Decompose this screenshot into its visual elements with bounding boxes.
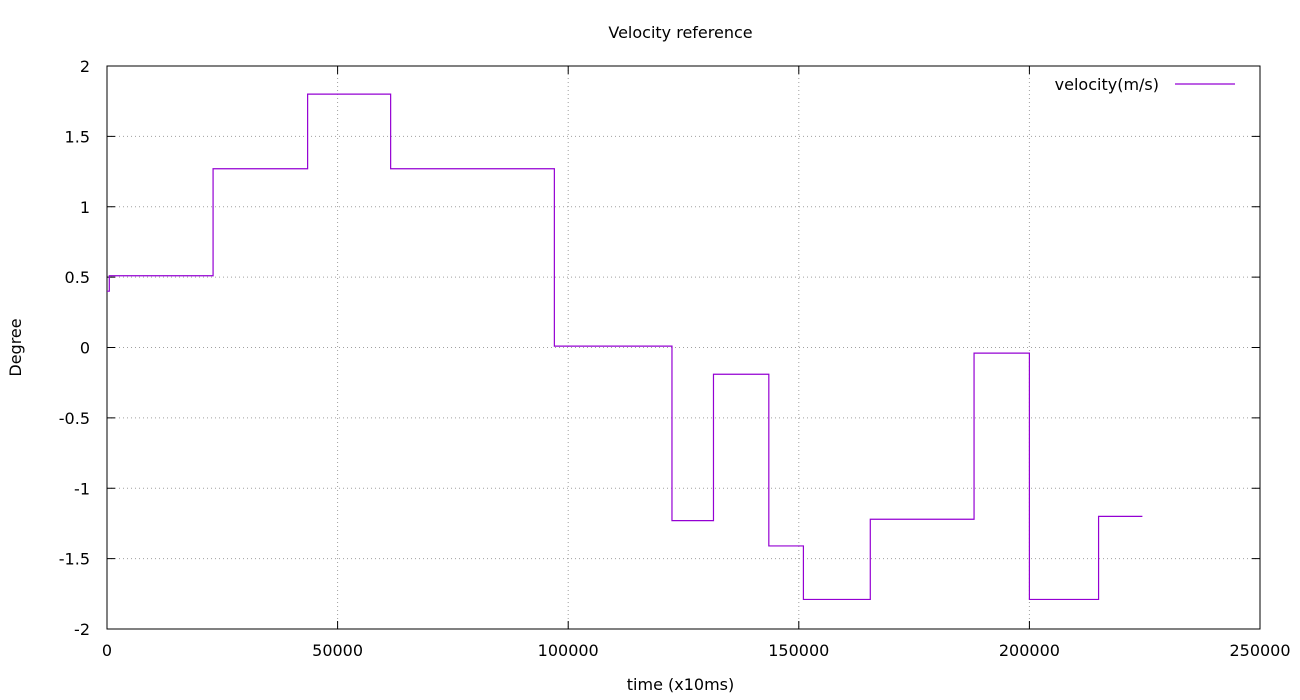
- y-tick-label: 0.5: [65, 268, 90, 287]
- y-tick-label: -0.5: [59, 409, 90, 428]
- y-tick-label: 1: [80, 198, 90, 217]
- x-tick-label: 150000: [768, 641, 829, 660]
- y-tick-label: -1: [74, 479, 90, 498]
- legend-label: velocity(m/s): [1055, 75, 1159, 94]
- legend: velocity(m/s): [1055, 75, 1235, 94]
- series-line-velocity: [107, 93, 1143, 601]
- series-layer: [107, 93, 1143, 601]
- x-tick-label: 200000: [999, 641, 1060, 660]
- x-tick-label: 250000: [1229, 641, 1290, 660]
- y-tick-label: -2: [74, 620, 90, 639]
- x-axis-label: time (x10ms): [627, 675, 734, 694]
- y-tick-label: -1.5: [59, 550, 90, 569]
- y-tick-label: 1.5: [65, 127, 90, 146]
- grid: [107, 66, 1260, 629]
- y-tick-label: 2: [80, 57, 90, 76]
- ticks: 0 50000 100000 150000 200000 250000 -2 -1.5 -1 -0…: [59, 57, 1291, 660]
- chart-title: Velocity reference: [608, 23, 752, 42]
- y-tick-label: 0: [80, 339, 90, 358]
- x-tick-label: 0: [102, 641, 112, 660]
- x-tick-label: 100000: [538, 641, 599, 660]
- y-axis-label: Degree: [6, 318, 25, 376]
- x-tick-label: 50000: [312, 641, 363, 660]
